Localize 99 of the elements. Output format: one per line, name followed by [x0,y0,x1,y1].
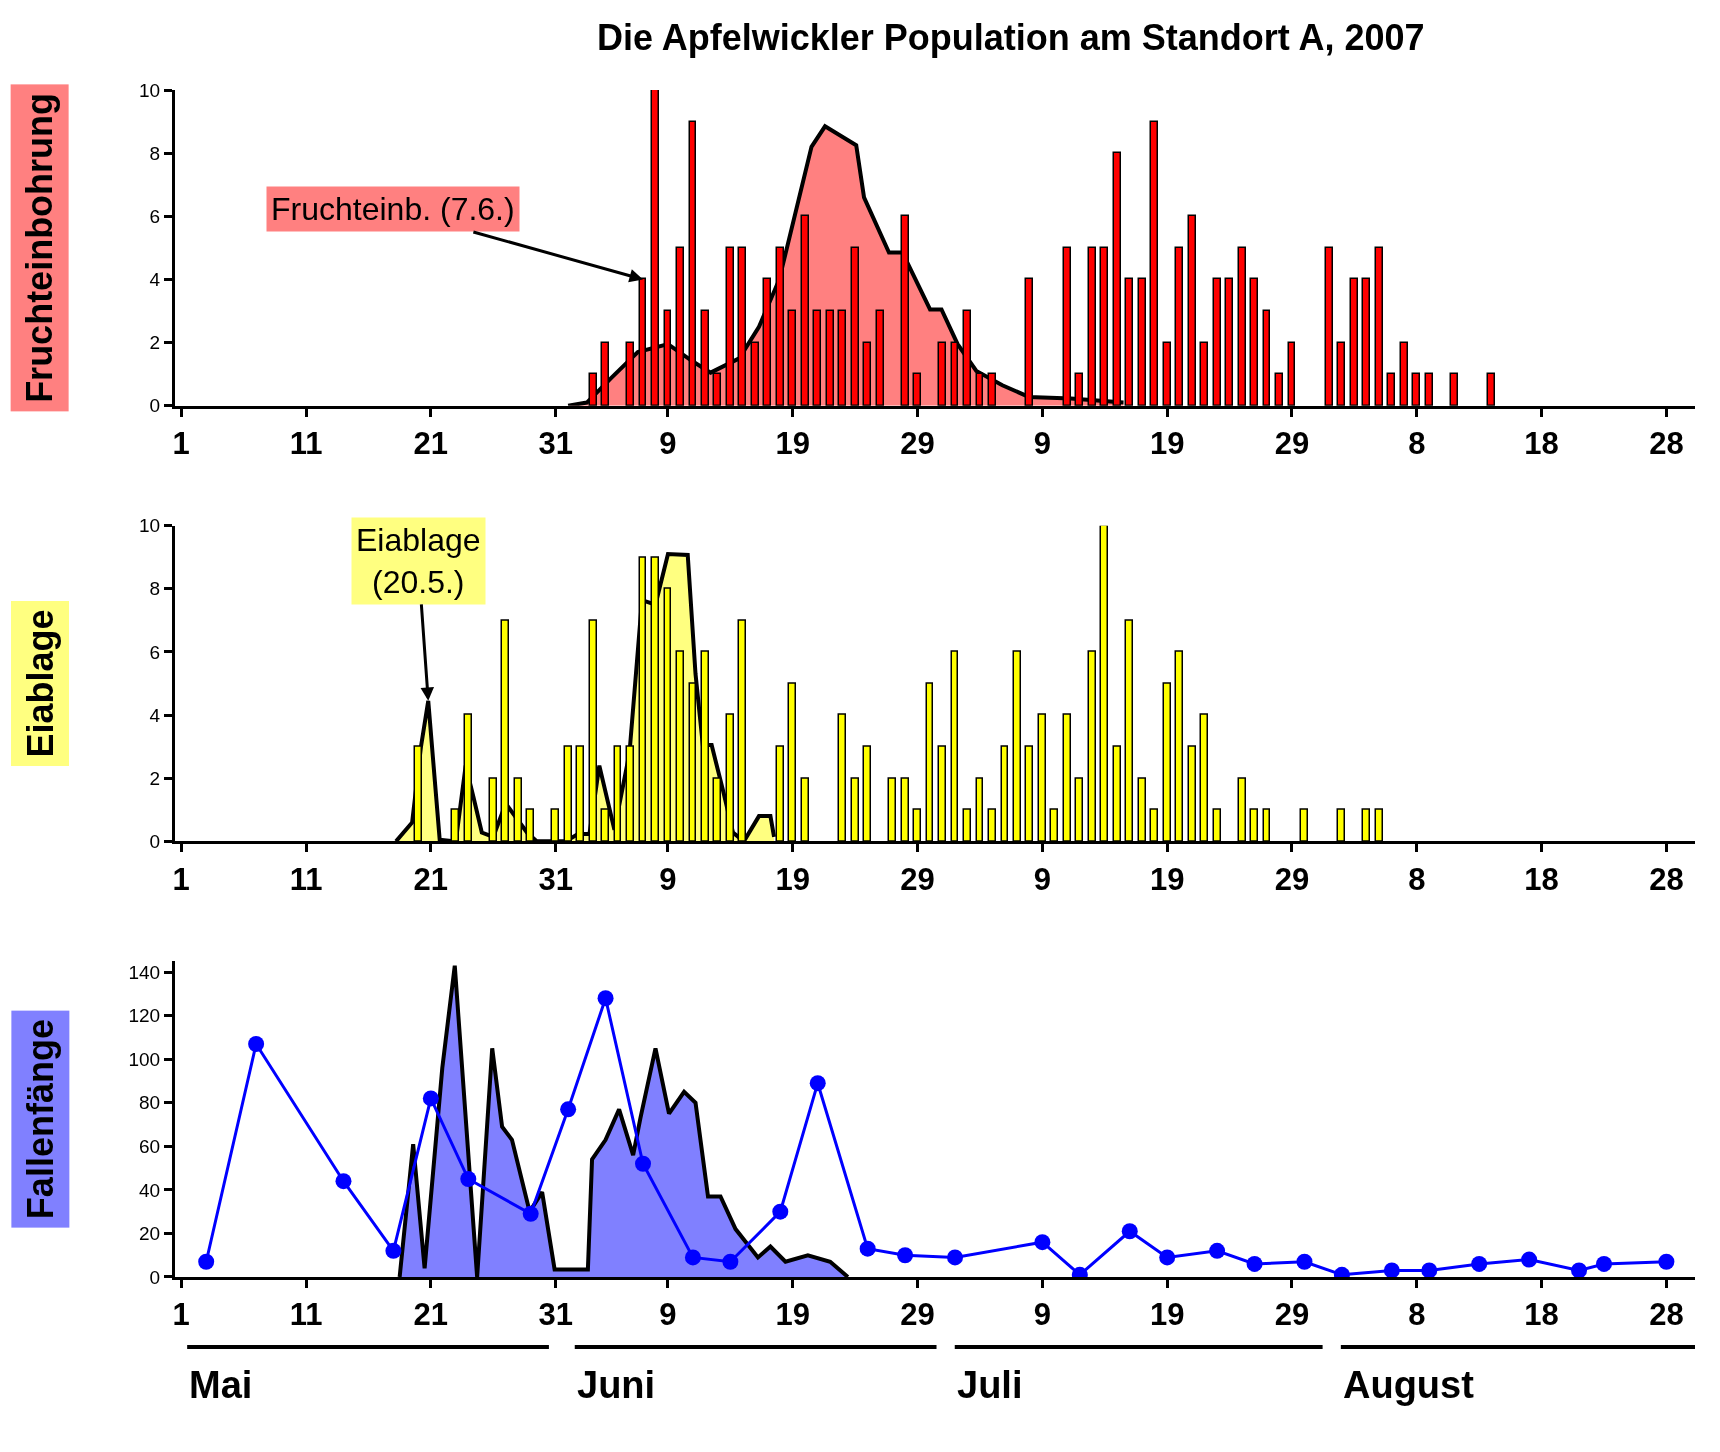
point [1596,1255,1612,1272]
x-tick-label: 11 [289,861,323,897]
y-tick-label: 10 [139,515,161,537]
x-tick-label: 29 [900,425,935,461]
text: Juni [577,1364,656,1406]
point [1159,1249,1176,1266]
y-tick-label: 2 [149,767,161,789]
y-tick-label: 80 [139,1092,161,1114]
point [248,1036,265,1052]
y-tick-label: 10 [139,79,161,101]
annotation: Fruchteinb. (7.6.) [271,191,515,227]
point [385,1242,402,1259]
y-tick-label: 6 [149,205,161,227]
x-tick-label: 19 [775,1297,811,1333]
x-tick-label: 31 [538,425,573,461]
point [897,1247,914,1264]
x-tick-label: 31 [538,1297,573,1333]
x-tick-label: 9 [1033,425,1052,461]
x-tick-label: 31 [538,861,573,897]
point [198,1253,215,1270]
y-tick-label: 20 [139,1223,161,1245]
x-tick-label: 21 [413,1297,449,1333]
y-axis-title: Eiablage [19,609,61,758]
text: August [1343,1364,1475,1406]
x-tick-label: 9 [1033,1297,1052,1333]
point [1121,1223,1138,1240]
x-tick-label: 1 [172,425,190,461]
x-tick-label: 9 [659,1297,677,1333]
point [1658,1253,1675,1270]
x-tick-label: 21 [413,861,449,897]
point [335,1173,352,1190]
point [1209,1242,1226,1259]
point [1034,1234,1051,1251]
y-axis-title: Fruchteinbohrung [19,92,61,403]
y-tick-label: 140 [128,961,161,983]
x-tick-label: 28 [1649,425,1684,461]
text: Juli [957,1364,1023,1406]
point [560,1101,577,1118]
point [1571,1262,1588,1277]
annotation: Eiablage (20.5.) [356,522,481,600]
x-tick-label: 29 [1274,1297,1310,1333]
x-tick-label: 8 [1408,425,1426,461]
x-tick-label: 28 [1649,861,1684,897]
x-tick-label: 1 [172,861,190,897]
y-axis-title: Fallenfänge [19,1019,61,1220]
point [809,1075,826,1092]
x-tick-label: 28 [1649,1297,1684,1333]
x-tick-label: 29 [900,861,935,897]
x-tick-label: 29 [1274,425,1310,461]
y-tick-label: 40 [139,1179,161,1201]
x-tick-label: 19 [1149,861,1185,897]
point [635,1155,652,1172]
point [859,1240,876,1257]
point [1246,1255,1263,1272]
y-tick-label: 60 [139,1136,161,1157]
point [947,1249,964,1266]
text: Mai [189,1364,253,1406]
y-tick-label: 0 [149,395,161,417]
x-tick-label: 18 [1524,1297,1559,1333]
point [722,1253,739,1270]
point [1421,1262,1438,1277]
point [1471,1255,1488,1272]
point [684,1249,701,1266]
point [1521,1251,1538,1268]
x-tick-label: 21 [413,425,449,461]
y-tick-label: 2 [149,332,161,354]
x-tick-label: 9 [1033,861,1052,897]
point [460,1171,477,1187]
point [522,1205,539,1222]
x-tick-label: 19 [1149,425,1185,461]
chart-title: Die Apfelwickler Population am Standort A, 2007 [597,17,1425,58]
x-tick-label: 18 [1524,861,1559,897]
y-tick-label: 4 [149,269,161,291]
x-tick-label: 8 [1408,1297,1426,1333]
y-tick-label: 0 [149,831,161,853]
y-tick-label: 100 [128,1048,161,1070]
x-tick-label: 19 [1149,1297,1185,1333]
point [597,990,614,1007]
x-tick-label: 29 [1274,861,1310,897]
y-tick-label: 8 [149,142,161,164]
point [422,1090,439,1107]
y-tick-label: 120 [128,1005,161,1027]
x-tick-label: 9 [659,425,677,461]
y-tick-label: 8 [149,578,161,600]
x-tick-label: 19 [775,425,811,461]
point [1296,1253,1313,1270]
y-tick-label: 4 [149,704,161,726]
x-tick-label: 18 [1524,425,1559,461]
x-tick-label: 8 [1408,861,1426,897]
y-tick-label: 6 [149,641,161,663]
point [772,1203,789,1220]
x-tick-label: 11 [289,425,323,461]
x-tick-label: 9 [659,861,677,897]
point [1383,1262,1400,1277]
x-tick-label: 11 [289,1297,323,1333]
x-tick-label: 19 [775,861,811,897]
x-tick-label: 29 [900,1297,935,1333]
x-tick-label: 1 [172,1297,190,1333]
y-tick-label: 0 [149,1266,161,1288]
